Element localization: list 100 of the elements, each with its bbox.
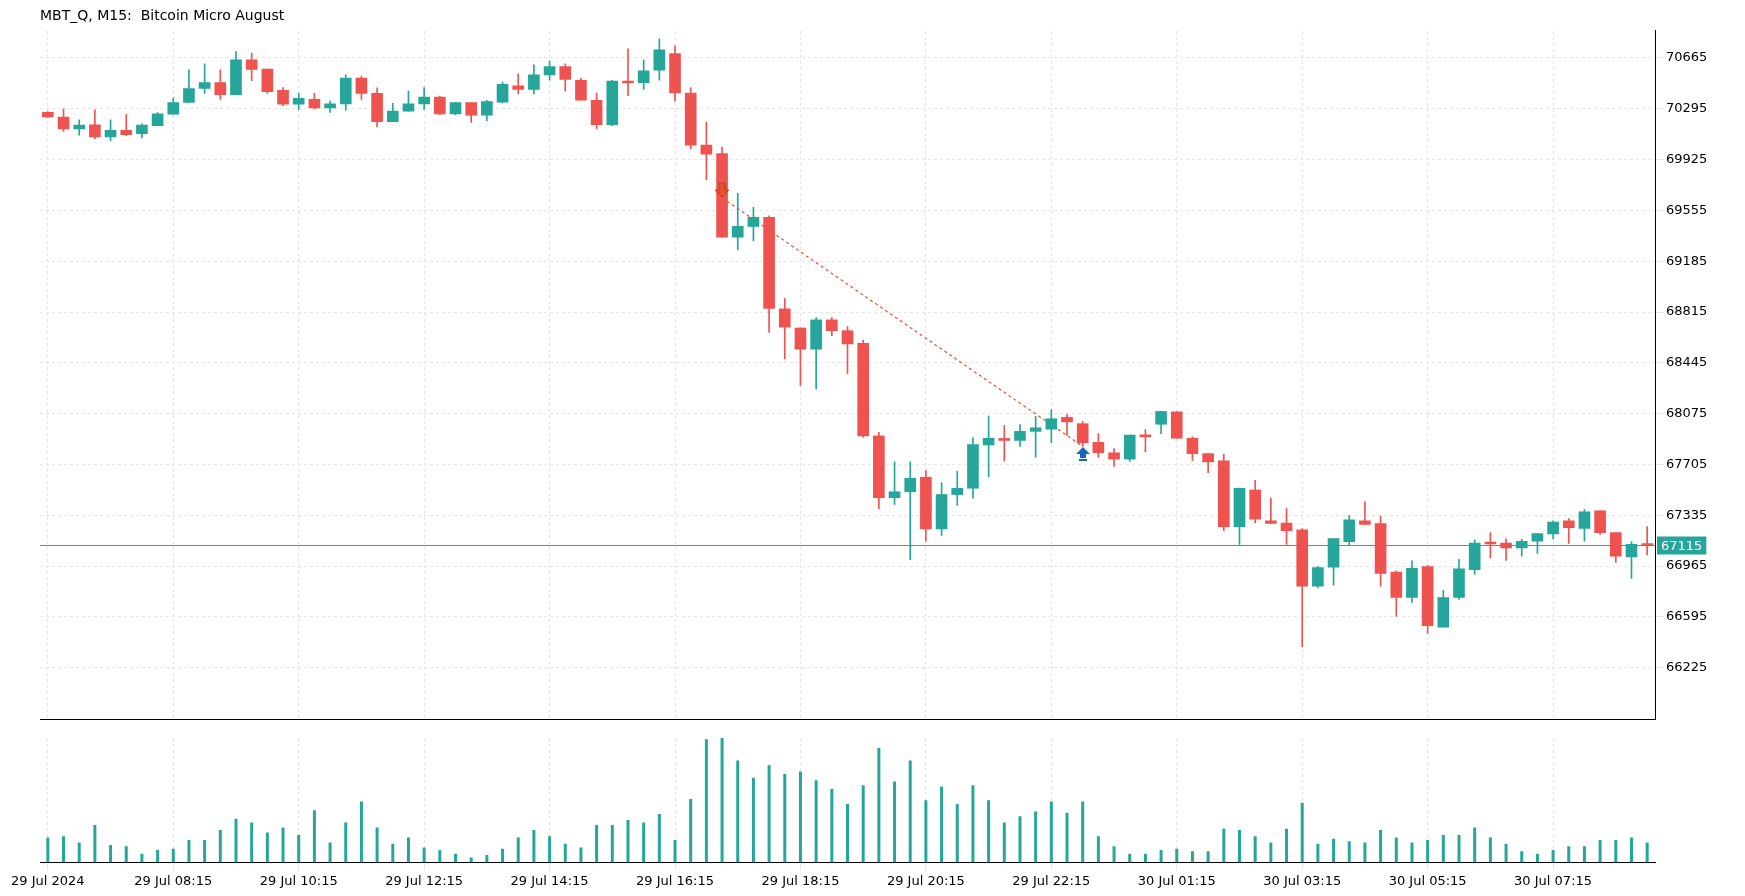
bar xyxy=(1582,846,1586,863)
bar xyxy=(751,777,755,863)
bar xyxy=(642,822,646,863)
bar xyxy=(877,747,881,863)
bar xyxy=(595,825,599,863)
bar xyxy=(908,760,912,863)
bar xyxy=(156,849,160,863)
bar xyxy=(1143,853,1147,863)
bar xyxy=(893,781,897,863)
ref-line-label: 67115 xyxy=(1661,537,1703,553)
y-tick-label: 67705 xyxy=(1666,455,1708,471)
bar xyxy=(971,785,975,863)
bar xyxy=(375,827,379,863)
bar xyxy=(77,842,81,863)
bar xyxy=(93,825,97,863)
bar xyxy=(1598,840,1602,863)
chart-title: MBT_Q, M15: Bitcoin Micro August xyxy=(40,7,285,24)
y-tick-label: 69185 xyxy=(1666,252,1708,268)
bar xyxy=(579,847,583,863)
x-tick-label: 30 Jul 01:15 xyxy=(1137,872,1216,888)
bar xyxy=(814,780,818,863)
candlestick xyxy=(1061,413,1073,436)
bar xyxy=(704,739,708,863)
bar xyxy=(187,840,191,863)
bar xyxy=(1567,846,1571,863)
bar xyxy=(1614,840,1618,863)
bar xyxy=(344,822,348,863)
bar xyxy=(657,813,661,863)
x-tick-label: 29 Jul 16:15 xyxy=(636,872,715,888)
bar xyxy=(1065,812,1069,863)
bar xyxy=(1426,840,1430,863)
bar xyxy=(62,836,66,863)
bar xyxy=(1457,835,1461,863)
y-tick-label: 69555 xyxy=(1666,201,1708,217)
bar xyxy=(846,803,849,863)
x-tick-label: 29 Jul 10:15 xyxy=(259,872,338,888)
candlestick xyxy=(1359,501,1371,525)
bar xyxy=(391,843,395,863)
y-tick-label: 68445 xyxy=(1666,354,1708,370)
bar xyxy=(1049,801,1053,863)
bar xyxy=(234,818,238,863)
bar xyxy=(767,765,771,863)
bar xyxy=(1128,853,1132,863)
y-tick-label: 69925 xyxy=(1666,150,1708,166)
x-tick-label: 29 Jul 20:15 xyxy=(886,872,965,888)
bar xyxy=(830,789,834,863)
bar xyxy=(203,840,207,863)
bar xyxy=(548,836,552,863)
bar xyxy=(1332,838,1336,863)
bar xyxy=(1504,843,1508,863)
x-tick-label: 29 Jul 22:15 xyxy=(1012,872,1091,888)
bar xyxy=(1441,835,1445,863)
x-tick-label: 30 Jul 07:15 xyxy=(1514,872,1593,888)
bar xyxy=(218,830,222,863)
candlestick xyxy=(120,113,133,136)
bar xyxy=(485,854,489,863)
y-tick-label: 68815 xyxy=(1666,303,1708,319)
bar xyxy=(861,785,865,863)
bar xyxy=(328,842,332,863)
bar xyxy=(1645,842,1649,863)
bar xyxy=(422,847,426,863)
bar xyxy=(501,848,505,863)
x-tick-label: 30 Jul 03:15 xyxy=(1263,872,1342,888)
bar xyxy=(626,820,630,863)
bar xyxy=(1300,802,1304,863)
x-tick-label: 29 Jul 2024 xyxy=(11,872,85,888)
y-tick-label: 68075 xyxy=(1666,405,1708,421)
y-tick-label: 66965 xyxy=(1666,557,1708,573)
y-tick-label: 70665 xyxy=(1666,49,1708,65)
x-tick-label: 29 Jul 14:15 xyxy=(510,872,589,888)
bar xyxy=(1222,828,1226,863)
bar xyxy=(798,771,802,863)
bar xyxy=(1096,836,1100,863)
x-tick-label: 29 Jul 08:15 xyxy=(134,872,213,888)
x-tick-label: 29 Jul 12:15 xyxy=(385,872,464,888)
bar xyxy=(673,840,677,863)
candlestick xyxy=(1265,497,1277,524)
bar xyxy=(720,738,724,863)
bar xyxy=(1410,842,1414,863)
bar xyxy=(1237,830,1241,863)
bar xyxy=(1488,837,1492,863)
bar xyxy=(250,822,254,863)
bar xyxy=(1206,851,1210,863)
bar xyxy=(987,800,991,863)
bar xyxy=(469,857,473,863)
bar xyxy=(438,849,442,863)
bar xyxy=(1269,842,1273,863)
bar xyxy=(1316,843,1320,863)
bar xyxy=(1112,846,1116,863)
y-tick-label: 70295 xyxy=(1666,100,1708,116)
bar xyxy=(140,853,144,863)
bar xyxy=(297,835,301,863)
bar xyxy=(1034,811,1038,863)
bar xyxy=(1363,842,1367,863)
bar xyxy=(312,810,316,863)
bar xyxy=(109,844,113,863)
bar xyxy=(171,848,175,863)
bar xyxy=(46,837,50,863)
bar xyxy=(516,837,520,863)
bar xyxy=(940,786,944,863)
